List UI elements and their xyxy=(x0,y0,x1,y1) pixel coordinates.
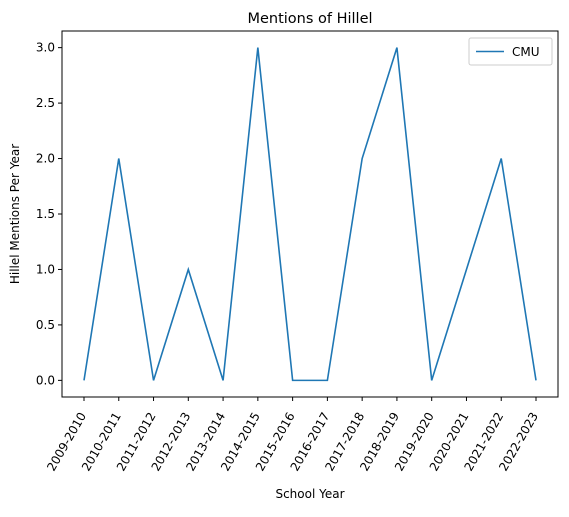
y-tick-label: 1.5 xyxy=(36,207,55,221)
data-point xyxy=(292,380,294,382)
data-point xyxy=(222,380,224,382)
y-axis-ticks: 0.0 0.5 1.0 1.5 2.0 2.5 3.0 xyxy=(36,41,62,387)
data-point xyxy=(83,380,85,382)
y-tick-label: 3.0 xyxy=(36,41,55,55)
data-point xyxy=(535,380,537,382)
series-line-cmu xyxy=(83,47,537,382)
data-point xyxy=(500,158,502,160)
y-tick-label: 2.5 xyxy=(36,96,55,110)
plot-area-frame xyxy=(61,30,559,398)
legend: CMU xyxy=(468,37,553,66)
series-layer xyxy=(83,47,537,382)
chart-title: Mentions of Hillel xyxy=(247,11,372,27)
data-point xyxy=(153,380,155,382)
y-axis-label: Hillel Mentions Per Year xyxy=(8,144,22,284)
y-tick-label: 2.0 xyxy=(36,152,55,166)
legend-box xyxy=(468,37,553,66)
x-axis-label: School Year xyxy=(275,487,344,501)
data-point xyxy=(118,158,120,160)
legend-label-cmu: CMU xyxy=(512,45,540,59)
y-tick-label: 0.0 xyxy=(36,373,55,387)
data-point xyxy=(361,158,363,160)
data-point xyxy=(327,380,329,382)
y-tick-label: 0.5 xyxy=(36,318,55,332)
data-point xyxy=(466,269,468,271)
data-point xyxy=(257,47,259,49)
y-tick-label: 1.0 xyxy=(36,262,55,276)
data-point xyxy=(431,380,433,382)
data-point xyxy=(396,47,398,49)
data-point xyxy=(188,269,190,271)
